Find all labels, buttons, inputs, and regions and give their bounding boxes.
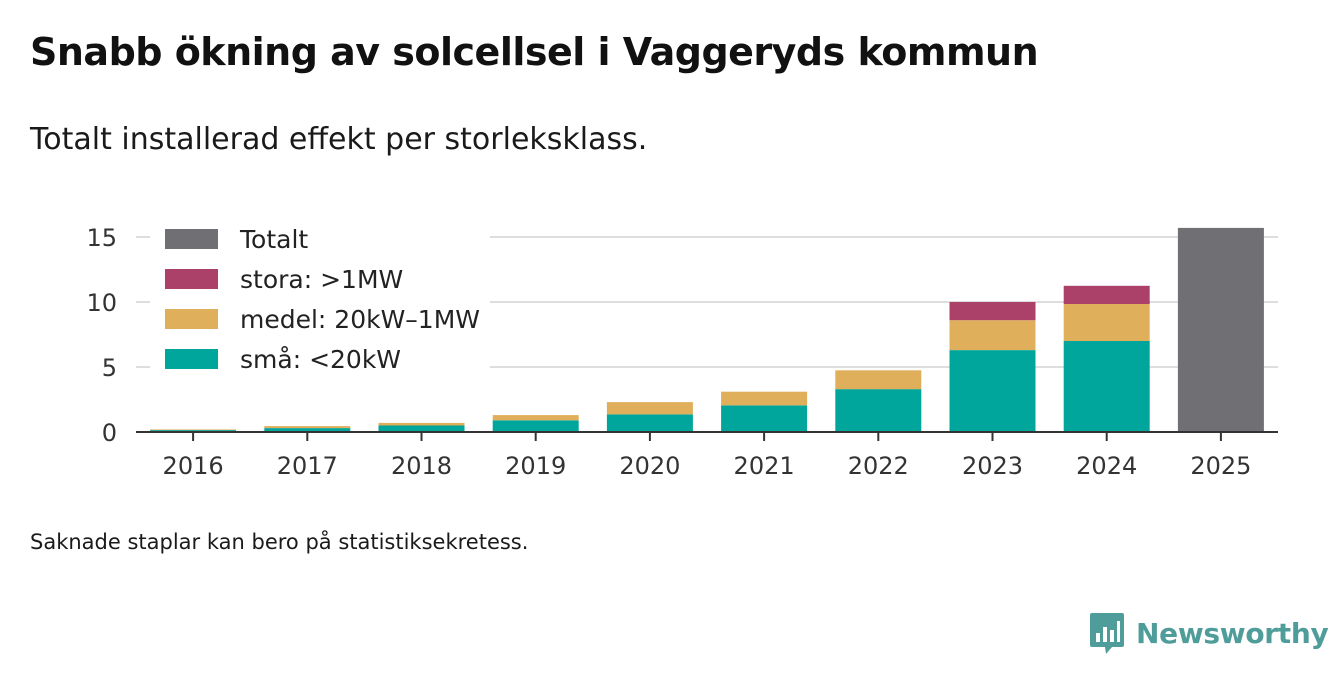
legend-swatch — [165, 349, 218, 369]
x-tick-label: 2022 — [848, 452, 909, 480]
bar-segment — [835, 389, 922, 432]
y-tick-label: 10 — [86, 289, 117, 317]
bar-segment — [721, 405, 808, 432]
brand-logo[interactable]: Newsworthy — [1088, 610, 1329, 656]
bar-segment — [264, 426, 351, 429]
bar-segment — [949, 350, 1036, 432]
x-tick-label: 2019 — [505, 452, 566, 480]
bar-segment — [378, 422, 465, 426]
bar-segment — [949, 320, 1036, 351]
bar-segment — [492, 415, 579, 421]
legend-label: stora: >1MW — [240, 265, 403, 294]
x-tick-label: 2020 — [619, 452, 680, 480]
y-tick-label: 5 — [102, 354, 117, 382]
x-tick-label: 2025 — [1190, 452, 1251, 480]
x-tick-label: 2023 — [962, 452, 1023, 480]
bar-segment — [606, 402, 693, 415]
legend-swatch — [165, 229, 218, 249]
legend-label: medel: 20kW–1MW — [240, 305, 480, 334]
legend-swatch — [165, 309, 218, 329]
legend: Totalt stora: >1MW medel: 20kW–1MW små: <20… — [150, 222, 490, 382]
bar-segment — [1063, 285, 1150, 304]
bar-segment — [264, 428, 351, 432]
x-tick-label: 2021 — [734, 452, 795, 480]
bar-segment — [721, 391, 808, 406]
x-tick-label: 2024 — [1076, 452, 1137, 480]
brand-name: Newsworthy — [1136, 616, 1329, 650]
legend-label: Totalt — [239, 225, 308, 254]
bar-segment — [949, 302, 1036, 321]
legend-swatch — [165, 269, 218, 289]
bar-segment — [606, 414, 693, 432]
footnote: Saknade staplar kan bero på statistiksek… — [30, 530, 529, 554]
bar-segment — [1177, 227, 1264, 432]
bar-chart: 0 5 10 15 2016 2017 2018 2019 2020 2021 2022 2023 20… — [86, 222, 1278, 480]
y-tick-label: 15 — [86, 224, 117, 252]
bar-segment — [378, 425, 465, 432]
y-tick-label: 0 — [102, 419, 117, 447]
bars — [150, 227, 1264, 432]
axes: 0 5 10 15 2016 2017 2018 2019 2020 2021 2022 2023 20… — [86, 224, 1278, 480]
x-tick-label: 2017 — [277, 452, 338, 480]
bar-segment — [1063, 341, 1150, 432]
legend-label: små: <20kW — [240, 345, 401, 374]
chart-subtitle: Totalt installerad effekt per storlekskl… — [30, 122, 648, 157]
bar-segment — [492, 420, 579, 432]
x-tick-label: 2018 — [391, 452, 452, 480]
bar-segment — [150, 429, 237, 431]
bar-segment — [835, 370, 922, 390]
newsworthy-logo-icon — [1090, 613, 1124, 654]
chart-title: Snabb ökning av solcellsel i Vaggeryds k… — [30, 30, 1039, 74]
bar-segment — [1063, 304, 1150, 341]
x-tick-label: 2016 — [163, 452, 224, 480]
